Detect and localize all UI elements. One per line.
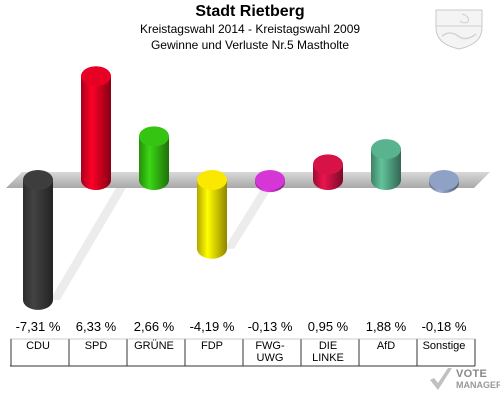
chart-title: Stadt Rietberg (195, 3, 305, 20)
bar-shadow (50, 188, 126, 300)
bar-shadow (224, 188, 272, 249)
category-label: AfD (376, 340, 396, 352)
votemanager-logo: VOTE MANAGER (428, 366, 500, 396)
bar-die_linke (313, 154, 343, 190)
bar-body (197, 180, 227, 249)
bar-top-cap (313, 154, 343, 175)
bar-top-cap (429, 170, 459, 190)
x-axis-group (10, 338, 476, 367)
bar-top-cap (139, 126, 169, 147)
bar-bottom-cap (139, 170, 169, 190)
value-label: 6,33 % (75, 319, 117, 334)
value-label: -0,13 % (247, 319, 293, 334)
value-label: 0,95 % (307, 319, 349, 334)
coat-of-arms-icon (435, 9, 483, 50)
value-label: -0,18 % (421, 319, 467, 334)
bar-bottom-cap (371, 170, 401, 190)
bar-body (81, 76, 111, 180)
category-label: GRÜNE (134, 340, 174, 352)
baseline-platform (6, 172, 490, 188)
logo-word-vote: VOTE (456, 368, 488, 380)
checkmark-icon (430, 368, 452, 390)
category-label: CDU (26, 340, 50, 352)
value-label: -4,19 % (189, 319, 235, 334)
value-label: -7,31 % (15, 319, 61, 334)
bar-bottom-cap (197, 238, 227, 259)
value-label: 2,66 % (133, 319, 175, 334)
bar-shadows (50, 188, 272, 300)
bar-bottom-cap (23, 289, 53, 310)
bar-top-cap (23, 170, 53, 190)
logo-word-manager: MANAGER (456, 380, 500, 390)
bar-top-cap (255, 170, 285, 190)
chart-subtitle-1: Kreistagswahl 2014 - Kreistagswahl 2009 (139, 22, 361, 36)
category-label: DIE LINKE (312, 340, 344, 364)
category-label: FDP (201, 340, 223, 352)
bar-top-cap (81, 66, 111, 87)
value-label: 1,88 % (365, 319, 407, 334)
bar-gruene (139, 126, 169, 190)
bar-top-cap (197, 170, 227, 190)
category-label: FWG- UWG (255, 340, 285, 364)
bar-sonstige (429, 170, 459, 193)
bar-bottom-cap (313, 170, 343, 190)
category-label: SPD (84, 340, 108, 352)
bar-cdu (23, 170, 53, 310)
bar-spd (81, 66, 111, 190)
chart-subtitle-2: Gewinne und Verluste Nr.5 Mastholte (150, 38, 350, 52)
bar-top-cap (371, 139, 401, 160)
bar-body (23, 180, 53, 300)
bar-fdp (197, 170, 227, 259)
bars-group (23, 66, 459, 310)
bar-fwg (255, 170, 285, 193)
bar-bottom-cap (81, 170, 111, 190)
category-label: Sonstige (422, 340, 466, 352)
bar-afd (371, 139, 401, 190)
